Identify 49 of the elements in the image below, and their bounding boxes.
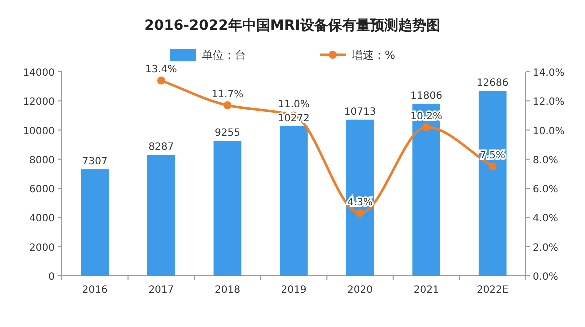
y-tick-label: 0: [48, 272, 55, 283]
legend-label: 增速：%: [351, 49, 396, 62]
point: [488, 162, 497, 171]
data-label: 11.7%: [212, 90, 244, 101]
chart-title: 2016-2022年中国MRI设备保有量预测趋势图: [144, 18, 440, 34]
y-tick-label: 4000: [30, 214, 55, 225]
data-label: 11.0%: [278, 100, 310, 111]
y2-tick-label: 0.0%: [533, 272, 558, 283]
bar: [280, 126, 308, 276]
y2-tick-label: 8.0%: [533, 155, 558, 166]
x-tick-label: 2020: [348, 285, 374, 296]
data-label: 7307: [82, 156, 108, 168]
data-label: 7.5%: [480, 150, 506, 162]
point: [157, 76, 166, 85]
data-label: 8287: [148, 142, 174, 154]
y2-tick-label: 2.0%: [533, 242, 558, 254]
bar: [478, 91, 507, 276]
y-tick-label: 6000: [30, 184, 55, 196]
bar: [81, 170, 110, 276]
x-tick-label: 2021: [414, 285, 440, 296]
bar: [346, 120, 374, 276]
y-tick-label: 8000: [30, 155, 55, 166]
data-label: 11806: [410, 90, 442, 102]
bar: [148, 155, 176, 276]
point: [356, 209, 364, 218]
x-tick-label: 2018: [214, 285, 240, 296]
y-tick-label: 14000: [23, 68, 55, 79]
point: [224, 102, 232, 110]
data-label: 9255: [214, 128, 240, 140]
x-tick-label: 2017: [148, 285, 174, 296]
data-label: 13.4%: [146, 64, 178, 76]
x-tick-label: 2016: [82, 285, 108, 296]
y2-tick-label: 4.0%: [533, 214, 558, 225]
x-tick-label: 2022E: [476, 285, 509, 296]
data-label: 10713: [344, 106, 376, 118]
legend-label: 单位：台: [202, 49, 246, 62]
y-tick-label: 10000: [23, 126, 55, 138]
y2-tick-label: 12.0%: [533, 97, 565, 108]
y-tick-label: 2000: [30, 242, 55, 254]
bar: [412, 104, 440, 276]
y2-tick-label: 6.0%: [533, 184, 558, 196]
y-tick-label: 12000: [23, 97, 55, 108]
bar: [214, 141, 242, 276]
point: [422, 123, 431, 132]
data-label: 12686: [476, 78, 509, 90]
x-tick-label: 2019: [281, 285, 307, 296]
y2-tick-label: 10.0%: [533, 126, 565, 138]
data-label: 4.3%: [348, 197, 373, 208]
y2-tick-label: 14.0%: [533, 68, 565, 79]
